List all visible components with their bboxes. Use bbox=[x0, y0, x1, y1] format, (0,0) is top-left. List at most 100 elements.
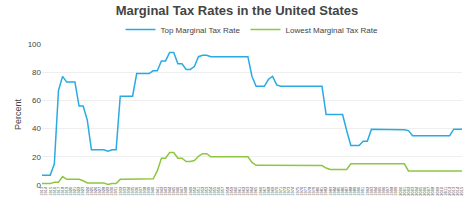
svg-text:1924: 1924 bbox=[85, 186, 90, 196]
svg-text:1960: 1960 bbox=[233, 186, 238, 196]
svg-text:1978: 1978 bbox=[307, 186, 312, 196]
svg-text:1917: 1917 bbox=[56, 186, 61, 196]
svg-text:40: 40 bbox=[32, 124, 41, 133]
svg-text:1981: 1981 bbox=[319, 186, 324, 196]
svg-text:1995: 1995 bbox=[377, 186, 382, 196]
svg-text:Lowest Marginal Tax Rate: Lowest Marginal Tax Rate bbox=[286, 26, 378, 35]
svg-text:1990: 1990 bbox=[356, 186, 361, 196]
svg-text:Top Marginal Tax Rate: Top Marginal Tax Rate bbox=[161, 26, 241, 35]
svg-text:1938: 1938 bbox=[142, 186, 147, 196]
svg-text:1987: 1987 bbox=[344, 186, 349, 196]
svg-text:1953: 1953 bbox=[204, 186, 209, 196]
svg-text:1941: 1941 bbox=[155, 186, 160, 196]
svg-text:1920: 1920 bbox=[68, 186, 73, 196]
svg-text:1914: 1914 bbox=[43, 186, 48, 196]
svg-text:1913: 1913 bbox=[39, 186, 44, 196]
svg-text:1994: 1994 bbox=[373, 186, 378, 196]
svg-text:2005: 2005 bbox=[418, 186, 423, 196]
svg-text:1965: 1965 bbox=[253, 186, 258, 196]
svg-text:1931: 1931 bbox=[113, 186, 118, 196]
svg-text:1942: 1942 bbox=[159, 186, 164, 196]
svg-text:1980: 1980 bbox=[315, 186, 320, 196]
svg-text:1985: 1985 bbox=[336, 186, 341, 196]
svg-text:1934: 1934 bbox=[126, 186, 131, 196]
svg-text:1939: 1939 bbox=[146, 186, 151, 196]
svg-text:1918: 1918 bbox=[60, 186, 65, 196]
svg-text:1992: 1992 bbox=[365, 186, 370, 196]
svg-text:80: 80 bbox=[32, 68, 41, 77]
svg-text:1998: 1998 bbox=[389, 186, 394, 196]
svg-text:2006: 2006 bbox=[422, 186, 427, 196]
svg-text:1968: 1968 bbox=[266, 186, 271, 196]
svg-text:1984: 1984 bbox=[332, 186, 337, 196]
svg-text:1957: 1957 bbox=[220, 186, 225, 196]
svg-text:1940: 1940 bbox=[150, 186, 155, 196]
svg-text:Percent: Percent bbox=[13, 98, 23, 130]
svg-text:20: 20 bbox=[32, 153, 41, 162]
svg-text:1962: 1962 bbox=[241, 186, 246, 196]
svg-text:1946: 1946 bbox=[175, 186, 180, 196]
svg-text:1989: 1989 bbox=[352, 186, 357, 196]
svg-text:1999: 1999 bbox=[393, 186, 398, 196]
svg-text:2004: 2004 bbox=[414, 186, 419, 196]
svg-text:2009: 2009 bbox=[435, 186, 440, 196]
svg-text:1930: 1930 bbox=[109, 186, 114, 196]
svg-text:2003: 2003 bbox=[410, 186, 415, 196]
svg-text:1974: 1974 bbox=[290, 186, 295, 196]
svg-text:1977: 1977 bbox=[303, 186, 308, 196]
svg-text:1972: 1972 bbox=[282, 186, 287, 196]
svg-text:1923: 1923 bbox=[80, 186, 85, 196]
svg-text:1967: 1967 bbox=[262, 186, 267, 196]
svg-text:2001: 2001 bbox=[402, 186, 407, 196]
svg-text:1991: 1991 bbox=[360, 186, 365, 196]
svg-text:1982: 1982 bbox=[323, 186, 328, 196]
svg-text:1937: 1937 bbox=[138, 186, 143, 196]
svg-text:1970: 1970 bbox=[274, 186, 279, 196]
svg-text:1979: 1979 bbox=[311, 186, 316, 196]
svg-text:1916: 1916 bbox=[52, 186, 57, 196]
svg-text:1955: 1955 bbox=[212, 186, 217, 196]
svg-text:1958: 1958 bbox=[225, 186, 230, 196]
svg-text:1951: 1951 bbox=[196, 186, 201, 196]
svg-text:1983: 1983 bbox=[328, 186, 333, 196]
svg-text:1971: 1971 bbox=[278, 186, 283, 196]
svg-text:2013: 2013 bbox=[451, 186, 456, 196]
svg-text:1956: 1956 bbox=[216, 186, 221, 196]
svg-text:2000: 2000 bbox=[398, 186, 403, 196]
svg-text:1976: 1976 bbox=[299, 186, 304, 196]
svg-text:2002: 2002 bbox=[406, 186, 411, 196]
svg-text:2012: 2012 bbox=[447, 186, 452, 196]
svg-text:2014: 2014 bbox=[455, 186, 460, 196]
svg-text:1964: 1964 bbox=[249, 186, 254, 196]
svg-text:1927: 1927 bbox=[97, 186, 102, 196]
svg-text:1952: 1952 bbox=[200, 186, 205, 196]
svg-text:1947: 1947 bbox=[179, 186, 184, 196]
svg-text:1963: 1963 bbox=[245, 186, 250, 196]
svg-text:60: 60 bbox=[32, 96, 41, 105]
svg-text:1928: 1928 bbox=[101, 186, 106, 196]
svg-text:1919: 1919 bbox=[64, 186, 69, 196]
svg-text:1948: 1948 bbox=[183, 186, 188, 196]
svg-text:1945: 1945 bbox=[171, 186, 176, 196]
svg-text:2011: 2011 bbox=[443, 186, 448, 195]
svg-text:1975: 1975 bbox=[295, 186, 300, 196]
svg-text:2008: 2008 bbox=[430, 186, 435, 196]
svg-text:1950: 1950 bbox=[192, 186, 197, 196]
svg-text:1943: 1943 bbox=[163, 186, 168, 196]
svg-text:1949: 1949 bbox=[188, 186, 193, 196]
svg-text:1988: 1988 bbox=[348, 186, 353, 196]
svg-text:1935: 1935 bbox=[130, 186, 135, 196]
svg-text:0: 0 bbox=[37, 181, 42, 190]
svg-text:1969: 1969 bbox=[270, 186, 275, 196]
svg-text:1973: 1973 bbox=[286, 186, 291, 196]
svg-text:1996: 1996 bbox=[381, 186, 386, 196]
svg-text:Marginal Tax Rates in the Unit: Marginal Tax Rates in the United States bbox=[116, 3, 358, 18]
svg-text:1993: 1993 bbox=[369, 186, 374, 196]
svg-text:1959: 1959 bbox=[229, 186, 234, 196]
svg-text:1954: 1954 bbox=[208, 186, 213, 196]
svg-text:1915: 1915 bbox=[48, 186, 53, 196]
svg-text:1921: 1921 bbox=[72, 186, 77, 196]
svg-text:1966: 1966 bbox=[258, 186, 263, 196]
svg-text:1997: 1997 bbox=[385, 186, 390, 196]
svg-text:1929: 1929 bbox=[105, 186, 110, 196]
